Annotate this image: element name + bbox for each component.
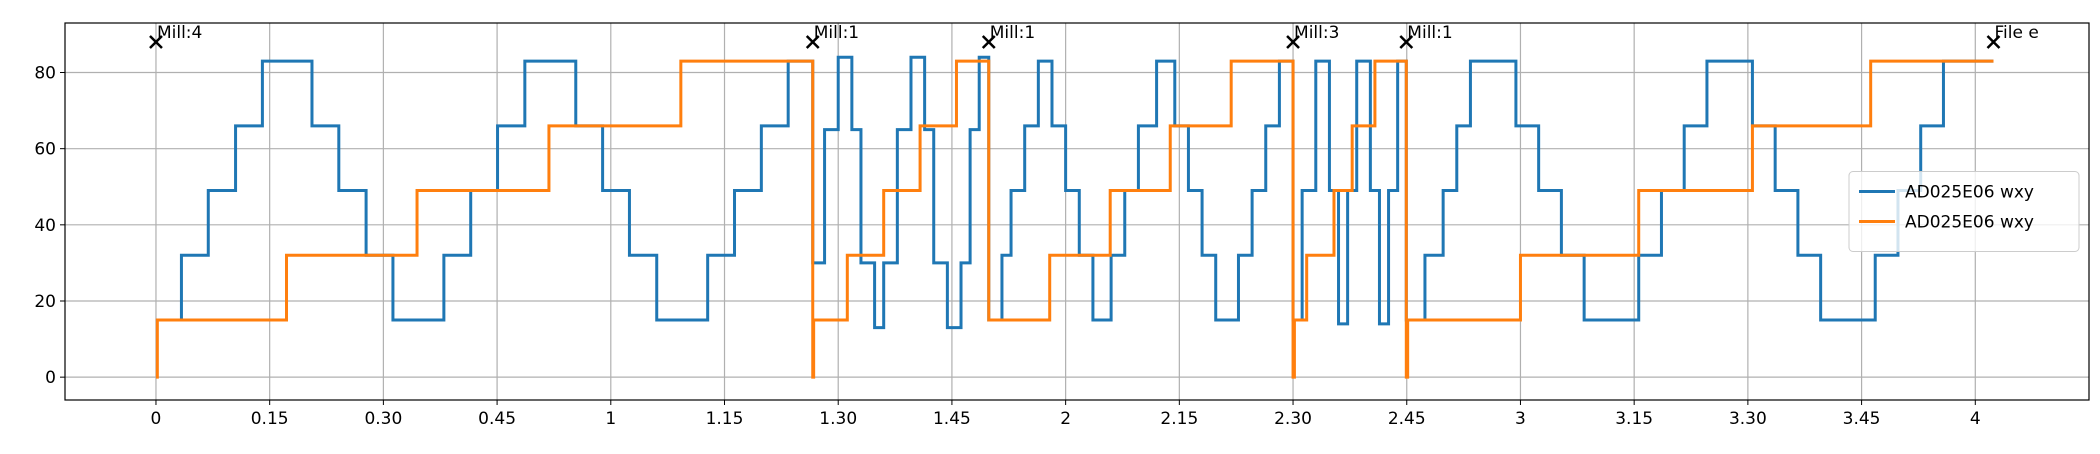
legend-label: AD025E06 wxy (1905, 183, 2034, 203)
y-tick-label: 20 (34, 292, 56, 312)
x-tick-label: 3.45 (1843, 409, 1881, 429)
legend-label: AD025E06 wxy (1905, 213, 2034, 233)
annotation-label: File e (1994, 23, 2038, 43)
x-tick-label: 2.45 (1388, 409, 1426, 429)
y-tick-label: 80 (34, 64, 56, 84)
y-tick-label: 40 (34, 216, 56, 236)
x-tick-label: 4 (1970, 409, 1981, 429)
marker-stroke (805, 35, 820, 49)
x-tick-label: 0.15 (251, 409, 289, 429)
x-tick-label: 0.30 (364, 409, 402, 429)
annotation-marker (1986, 35, 2001, 49)
x-tick-label: 2.15 (1160, 409, 1198, 429)
annotation-marker (149, 35, 163, 49)
annotation-marker (1286, 35, 1300, 49)
annotation-marker (981, 35, 996, 49)
marker-stroke (1986, 35, 2001, 49)
marker-stroke (1399, 35, 1414, 49)
y-tick-label: 0 (45, 368, 56, 388)
marker-stroke (149, 35, 163, 49)
plot-frame (64, 22, 2090, 401)
annotation-label: Mill:3 (1294, 23, 1339, 43)
marker-stroke (1286, 35, 1300, 49)
x-tick-label: 3 (1515, 409, 1526, 429)
x-tick-label: 1 (605, 409, 616, 429)
annotation-marker (1399, 35, 1414, 49)
annotation-marker (805, 35, 820, 49)
x-tick-label: 1.30 (819, 409, 857, 429)
series-line (155, 55, 1994, 330)
annotation-label: Mill:1 (814, 23, 859, 43)
annotation-label: Mill:1 (990, 23, 1035, 43)
x-tick-label: 3.15 (1615, 409, 1653, 429)
legend-box (1848, 171, 2080, 252)
series-line (155, 59, 1994, 379)
y-tick-label: 60 (34, 140, 56, 160)
marker-stroke (981, 35, 996, 49)
x-tick-label: 0.45 (478, 409, 516, 429)
x-tick-label: 3.30 (1729, 409, 1767, 429)
annotation-label: Mill:1 (1407, 23, 1452, 43)
x-tick-label: 2 (1060, 409, 1071, 429)
annotation-label: Mill:4 (157, 23, 202, 43)
x-tick-label: 0 (151, 409, 162, 429)
x-tick-label: 1.45 (933, 409, 971, 429)
x-tick-label: 1.15 (706, 409, 744, 429)
x-tick-label: 2.30 (1274, 409, 1312, 429)
